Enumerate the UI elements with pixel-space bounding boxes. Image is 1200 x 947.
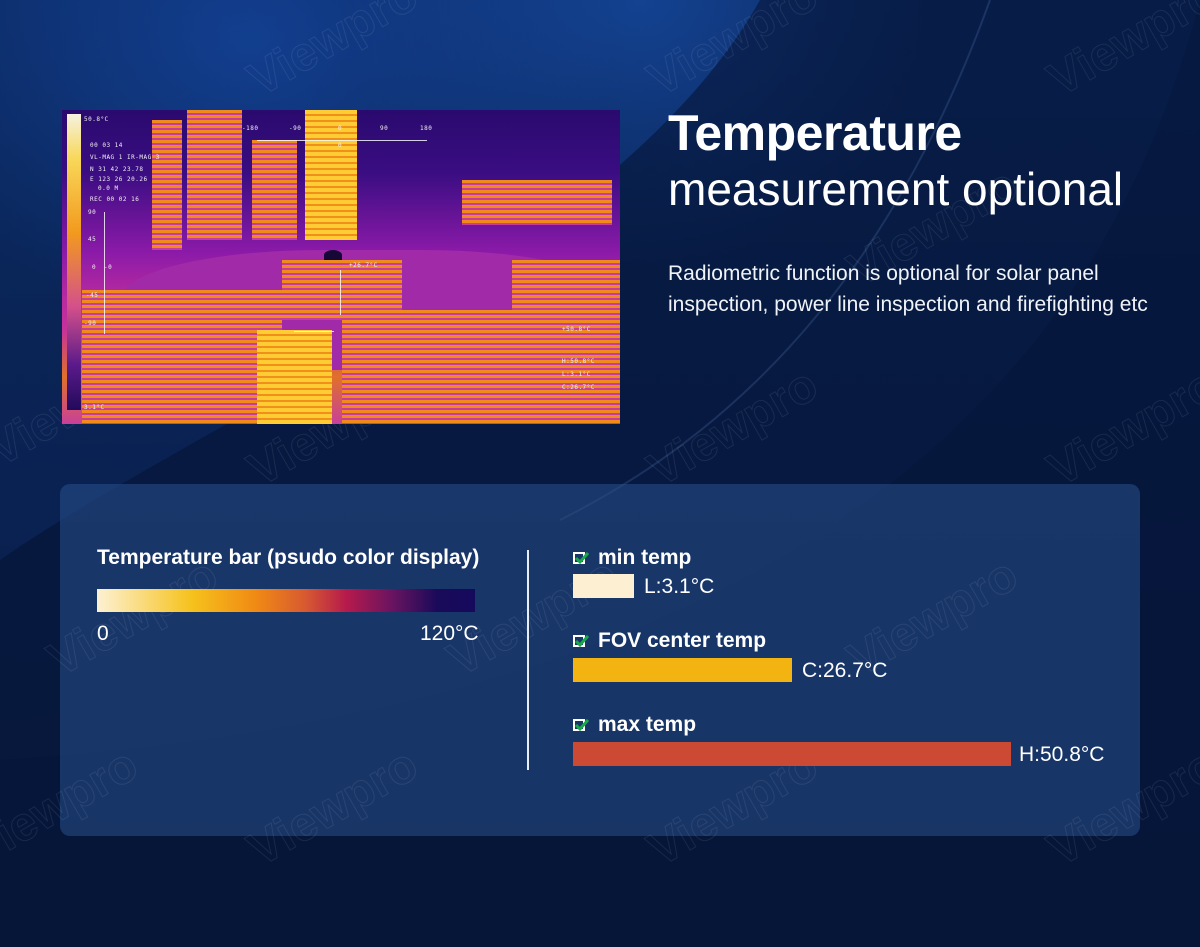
min-temp-value: L:3.1°C [644,575,715,598]
max-temp-swatch [573,742,1011,766]
fov-center-temp-label: FOV center temp [598,629,767,652]
description: Radiometric function is optional for sol… [668,262,1148,316]
osd-readout-l: L:3.1°C [562,371,591,378]
max-temp-checkbox[interactable] [573,719,590,732]
thermal-image: 50.8°C 00 03 14 VL-MAG 1 IR-MAG 3 N 31 4… [62,110,620,424]
osd-yaw-value: 0 [338,142,343,149]
osd-lon: E 123 26 20.26 [90,176,148,183]
osd-readout-c: C:26.7°C [562,384,595,391]
osd-pitch-tick: -45 [86,292,99,299]
osd-yaw-tick: 0 [338,125,343,132]
osd-readout-h: H:50.8°C [562,358,595,365]
osd-center-temp: +26.7°C [349,262,378,269]
thermal-scale-bar [67,114,81,410]
osd-yaw-tick: 90 [380,125,389,132]
min-temp-checkbox[interactable] [573,552,590,565]
osd-min-temp: 3.1°C [84,404,105,411]
check-icon [574,635,590,648]
page-title: Temperature [668,105,962,161]
page-subtitle: measurement optional [668,163,1124,215]
temperature-bar-max: 120°C [420,622,479,645]
temperature-gradient-bar [97,589,475,612]
fov-center-temp-value: C:26.7°C [802,659,888,682]
max-temp-value: H:50.8°C [1019,743,1105,766]
osd-pitch-tick: 90 [88,209,97,216]
check-icon [574,719,590,732]
osd-pitch-tick: 0 [92,264,97,271]
fov-center-temp-checkbox[interactable] [573,635,590,648]
osd-rec: REC 00 02 16 [90,196,140,203]
temperature-bar-min: 0 [97,622,109,645]
max-temp-label: max temp [598,713,697,736]
osd-max-temp: 50.8°C [84,116,109,123]
osd-lat: N 31 42 23.78 [90,166,144,173]
min-temp-swatch [573,574,634,598]
osd-pitch-value: -0 [104,264,113,271]
osd-yaw-tick: -90 [289,125,302,132]
osd-pitch-tick: -90 [84,320,97,327]
osd-hotspot: +50.8°C [562,326,591,333]
fov-center-temp-swatch [573,658,792,682]
osd-mag: VL-MAG 1 IR-MAG 3 [90,154,160,161]
osd-time: 00 03 14 [90,142,123,149]
osd-yaw-tick: 180 [420,125,433,132]
osd-alt: 0.0 M [98,185,119,192]
osd-pitch-tick: 45 [88,236,97,243]
min-temp-label: min temp [598,546,692,569]
temperature-bar-title: Temperature bar (psudo color display) [97,546,480,569]
panel-divider [527,550,529,770]
check-icon [574,552,590,565]
osd-yaw-tick: -180 [242,125,259,132]
